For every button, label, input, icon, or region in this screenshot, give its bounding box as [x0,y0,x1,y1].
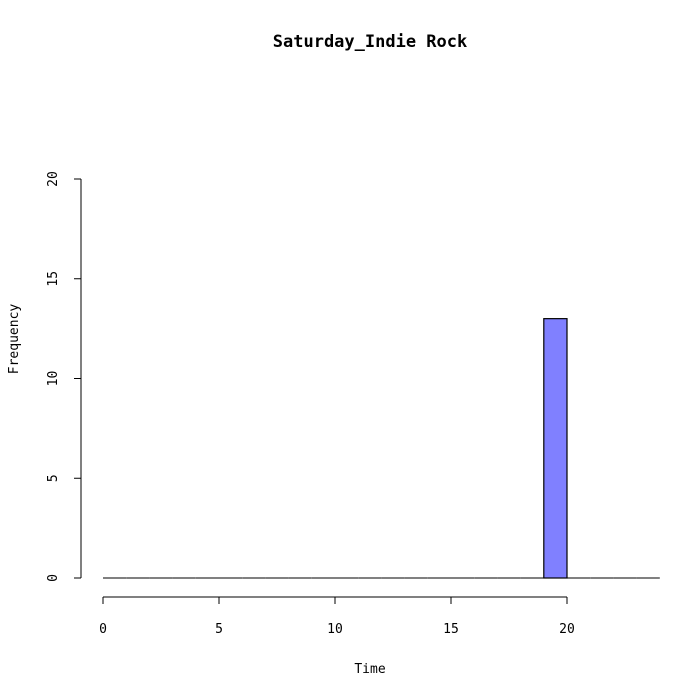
chart-title: Saturday_Indie Rock [273,32,467,52]
y-axis-title: Frequency [7,304,22,375]
x-axis: 0 5 10 15 20 [99,596,575,637]
y-tick-label: 5 [46,474,61,482]
histogram-bar [543,318,568,579]
y-tick-label: 0 [46,574,61,582]
y-tick-label: 20 [46,171,61,187]
y-tick-label: 15 [46,271,61,287]
y-tick-label: 10 [46,371,61,387]
x-tick-label: 5 [215,622,223,637]
bars-group [103,318,660,579]
y-axis: 0 5 10 15 20 [46,171,82,582]
x-tick-label: 15 [443,622,459,637]
x-tick-label: 0 [99,622,107,637]
x-tick-label: 20 [559,622,575,637]
x-tick-label: 10 [327,622,343,637]
x-axis-title: Time [354,662,385,677]
